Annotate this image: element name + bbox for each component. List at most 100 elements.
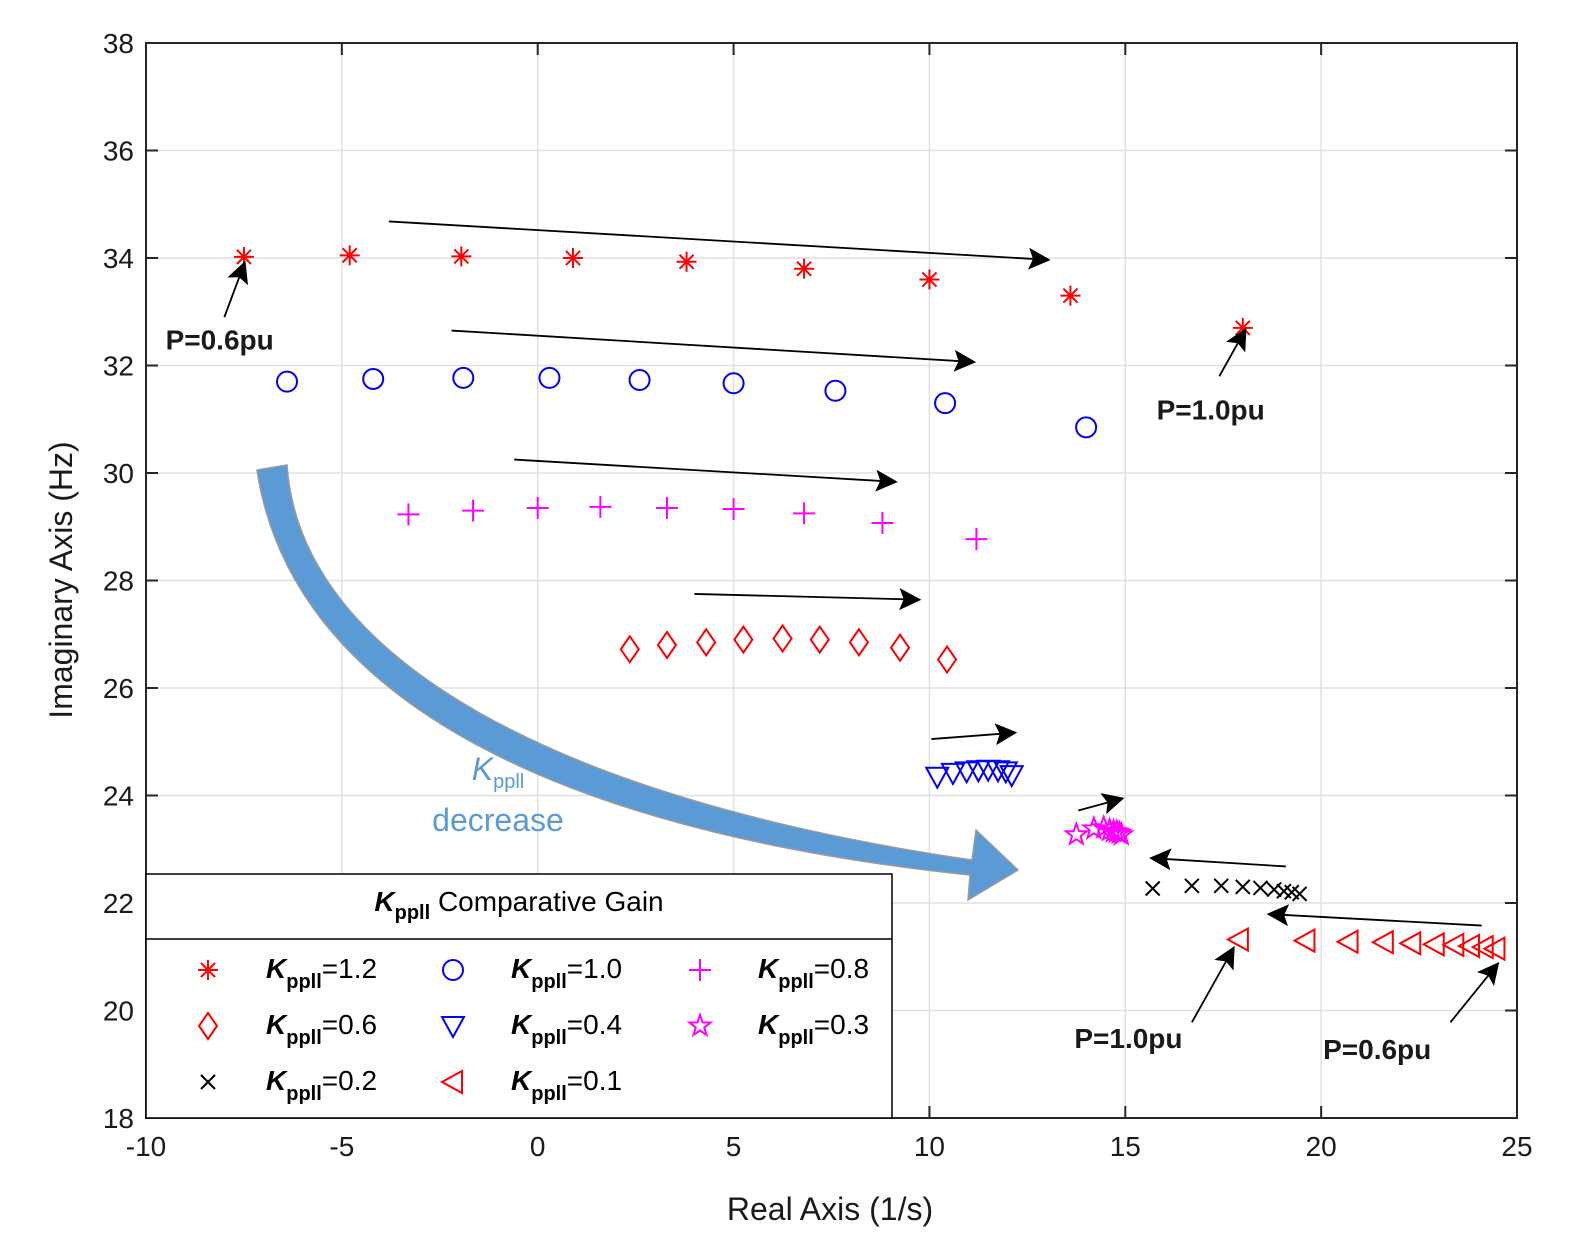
point-plus	[793, 502, 816, 525]
legend-items: Kppll=1.2 Kppll=1.0 Kppll=0.8 Kppll=0.6 Kppl…	[197, 953, 869, 1105]
annotation-arrow	[1449, 961, 1500, 1023]
legend-marker-x	[200, 1074, 216, 1090]
point-triangle-left	[1225, 926, 1249, 953]
point-diamond	[619, 634, 640, 665]
axis-ticks: -10 -5 0 5 10 15 20 25 18 20 22 24 26 28 30 32 34 36 38	[103, 28, 1533, 1162]
legend-label: Kppll=0.3	[758, 1009, 869, 1049]
trend-arrows	[388, 220, 1482, 927]
point-circle	[276, 370, 299, 393]
legend-label: Kppll=0.2	[266, 1065, 377, 1105]
trend-arrow	[388, 220, 1051, 270]
point-asterisk	[794, 258, 815, 279]
point-asterisk	[1060, 285, 1081, 306]
point-triangle-down	[924, 766, 950, 790]
point-circle	[452, 366, 475, 389]
point-star	[1080, 814, 1108, 841]
trend-arrow	[1266, 904, 1482, 927]
legend-marker-asterisk	[198, 960, 218, 980]
annotation-label: P=1.0pu	[1074, 1023, 1182, 1054]
x-axis-label: Real Axis (1/s)	[727, 1191, 933, 1227]
point-plus	[589, 495, 612, 518]
annotations: P=0.6pu P=1.0pu P=1.0pu P=0.6pu	[166, 260, 1500, 1065]
point-triangle-down	[998, 765, 1025, 789]
point-asterisk	[233, 246, 254, 267]
trend-arrow	[1149, 848, 1286, 871]
legend-label: Kppll=0.1	[511, 1065, 622, 1105]
trend-arrow	[694, 588, 922, 611]
point-circle	[538, 366, 561, 389]
y-tick-label: 24	[103, 781, 134, 812]
point-plus	[871, 511, 894, 534]
kppll-decrease-label-line2: decrease	[432, 802, 564, 838]
point-triangle-down	[953, 761, 980, 785]
trend-arrow	[514, 458, 898, 492]
y-tick-label: 32	[103, 351, 134, 382]
point-diamond	[656, 630, 678, 660]
point-star	[1106, 819, 1133, 845]
point-circle	[722, 372, 745, 395]
y-tick-label: 28	[103, 566, 134, 597]
x-tick-label: -10	[126, 1131, 166, 1162]
point-plus	[397, 503, 420, 526]
point-triangle-left	[1398, 930, 1422, 957]
point-triangle-left	[1335, 929, 1359, 955]
point-asterisk	[339, 245, 360, 266]
x-tick-label: 25	[1501, 1131, 1532, 1162]
y-axis-label: Imaginary Axis (Hz)	[43, 441, 79, 718]
point-circle	[628, 369, 651, 392]
point-diamond	[772, 623, 793, 654]
point-plus	[526, 496, 549, 519]
point-plus	[965, 528, 988, 551]
point-star	[1108, 820, 1135, 847]
point-diamond	[695, 627, 717, 658]
x-tick-label: 5	[726, 1131, 742, 1162]
legend-box	[145, 873, 893, 1119]
point-diamond	[889, 632, 911, 663]
legend-label: Kppll=1.0	[511, 953, 622, 993]
point-triangle-left	[1292, 927, 1316, 954]
point-diamond	[936, 644, 958, 675]
point-triangle-left	[1456, 933, 1480, 959]
point-diamond	[848, 627, 870, 658]
legend-marker-plus	[689, 959, 711, 981]
point-diamond	[809, 624, 830, 655]
annotation-label: P=0.6pu	[166, 324, 274, 355]
point-asterisk	[676, 251, 697, 272]
legend: Kppll Comparative Gain Kppll=1.2 Kppll=1.…	[145, 873, 893, 1119]
point-circle	[824, 379, 847, 402]
point-x	[1213, 878, 1229, 894]
point-plus	[462, 499, 485, 522]
point-asterisk	[451, 246, 472, 267]
x-tick-label: -5	[329, 1131, 354, 1162]
y-tick-label: 36	[103, 136, 134, 167]
point-circle	[1075, 416, 1098, 439]
x-tick-label: 0	[530, 1131, 546, 1162]
legend-title: Kppll Comparative Gain	[374, 886, 663, 924]
y-tick-label: 22	[103, 888, 134, 919]
y-tick-label: 18	[103, 1103, 134, 1134]
point-circle	[934, 392, 957, 415]
point-asterisk	[1232, 317, 1253, 338]
kppll-decrease-label: Kppll	[472, 751, 524, 793]
point-circle	[362, 367, 385, 390]
point-asterisk	[919, 269, 940, 290]
x-tick-label: 20	[1306, 1131, 1337, 1162]
legend-marker-star	[686, 1011, 714, 1038]
annotation-arrow	[1191, 946, 1235, 1023]
y-tick-label: 34	[103, 243, 134, 274]
curved-arrow-shape	[256, 464, 1020, 902]
point-triangle-left	[1482, 935, 1506, 962]
point-triangle-down	[993, 761, 1019, 785]
legend-marker-circle	[442, 959, 464, 981]
y-tick-label: 38	[103, 28, 134, 59]
point-triangle-left	[1441, 932, 1465, 958]
annotation-label: P=1.0pu	[1157, 394, 1265, 425]
legend-marker-triangle-left	[439, 1069, 463, 1095]
trend-arrow	[451, 329, 977, 372]
point-triangle-left	[1470, 934, 1494, 960]
point-x	[1291, 886, 1308, 902]
point-x	[1252, 880, 1269, 896]
annotation-arrow	[1218, 327, 1247, 377]
point-triangle-down	[940, 762, 966, 787]
annotation-arrow	[223, 260, 249, 318]
